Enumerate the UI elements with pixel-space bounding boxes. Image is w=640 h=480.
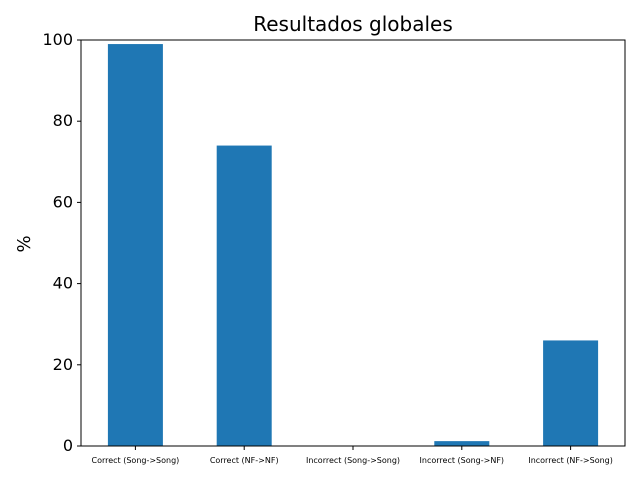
y-tick-label: 0 — [63, 436, 73, 455]
x-tick-labels: Correct (Song->Song) Correct (NF->NF) Inco… — [91, 456, 612, 465]
x-tick-label: Incorrect (Song->Song) — [306, 456, 400, 465]
x-tick-label: Correct (NF->NF) — [210, 456, 279, 465]
chart-title: Resultados globales — [253, 12, 452, 36]
bar — [216, 145, 272, 446]
bar — [434, 441, 490, 446]
y-tick-label: 80 — [53, 111, 73, 130]
ticks-layer: 0 20 40 60 80 100 — [42, 30, 572, 455]
y-tick-label: 60 — [53, 192, 73, 211]
y-tick-label: 100 — [42, 30, 73, 49]
bars-layer — [107, 44, 599, 447]
y-axis-label: % — [14, 235, 35, 252]
bar — [107, 44, 163, 447]
y-tick-label: 40 — [53, 274, 73, 293]
x-tick-label: Incorrect (Song->NF) — [420, 456, 505, 465]
x-tick-label: Incorrect (NF->Song) — [528, 456, 613, 465]
bar — [543, 340, 599, 446]
x-tick-label: Correct (Song->Song) — [91, 456, 179, 465]
y-tick-label: 20 — [53, 355, 73, 374]
plot-area-frame — [80, 39, 626, 447]
